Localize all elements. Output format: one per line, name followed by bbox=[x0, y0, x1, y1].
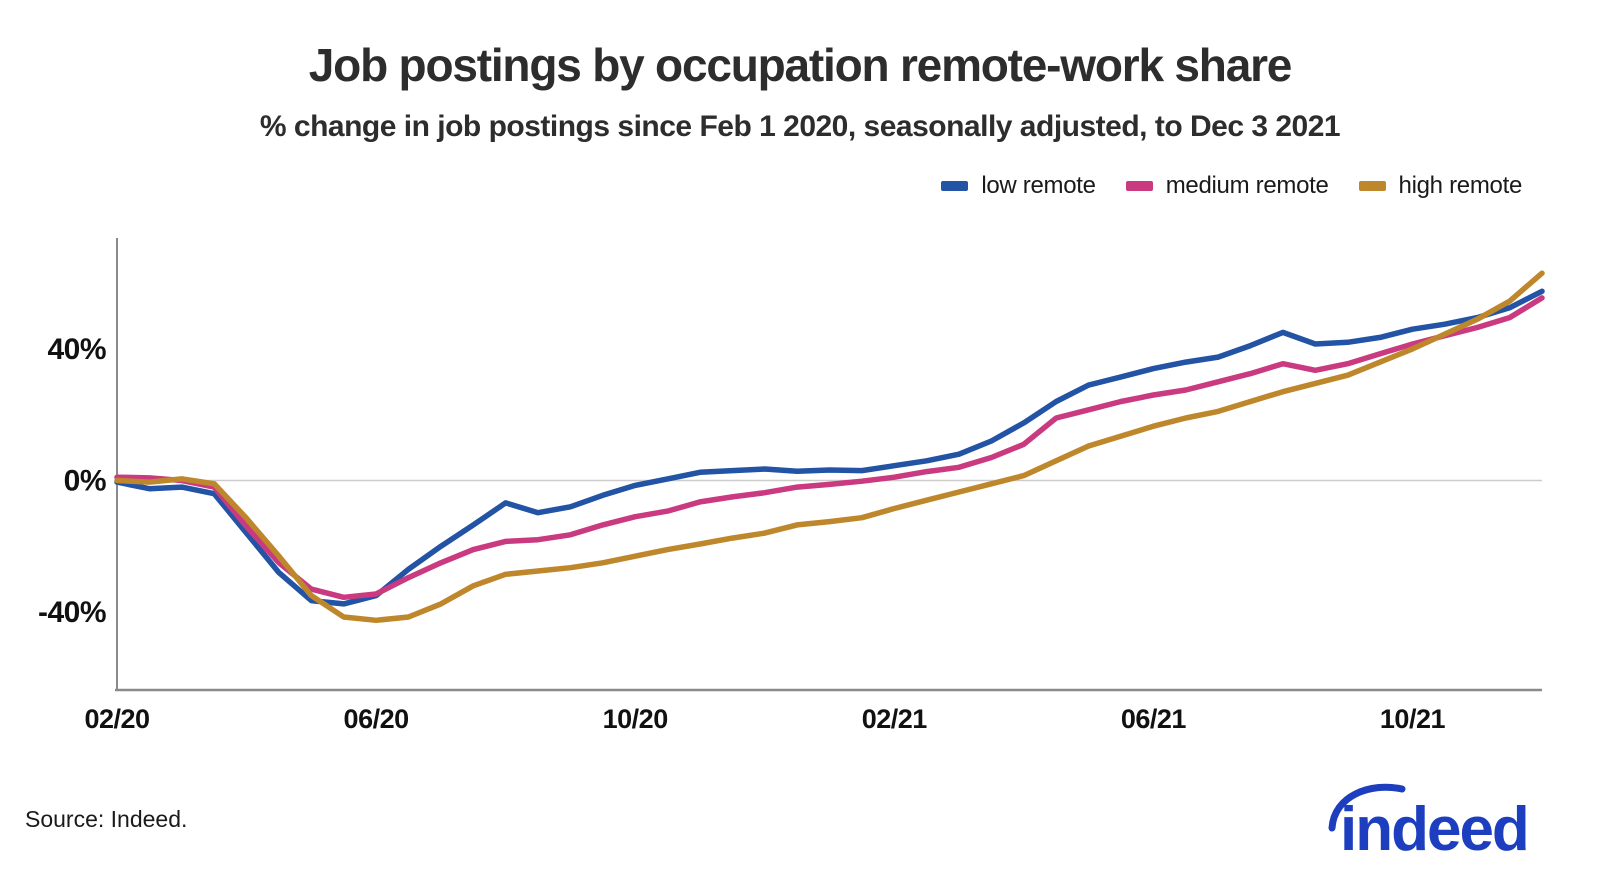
legend-item-medium-remote: medium remote bbox=[1125, 172, 1329, 200]
chart-title: Job postings by occupation remote-work s… bbox=[308, 39, 1293, 91]
series-line-medium-remote bbox=[114, 295, 1545, 601]
legend-label: high remote bbox=[1398, 172, 1523, 199]
chart-subtitle: % change in job postings since Feb 1 202… bbox=[259, 110, 1341, 143]
x-tick-label: 10/20 bbox=[603, 704, 668, 734]
y-tick-label: 0% bbox=[64, 465, 106, 498]
legend-label: medium remote bbox=[1165, 172, 1329, 199]
legend: low remote medium remote high remote bbox=[941, 172, 1522, 200]
x-tick-label: 06/20 bbox=[344, 704, 409, 734]
indeed-logo: indeed bbox=[1328, 783, 1530, 862]
indeed-logo-text: indeed bbox=[1340, 795, 1528, 862]
legend-label: low remote bbox=[981, 172, 1096, 199]
x-tick-label: 02/21 bbox=[862, 704, 928, 734]
legend-item-low-remote: low remote bbox=[941, 172, 1096, 200]
x-tick-label: 06/21 bbox=[1121, 704, 1187, 734]
legend-item-high-remote: high remote bbox=[1358, 172, 1523, 200]
y-tick-label: -40% bbox=[38, 596, 106, 629]
legend-swatch-icon bbox=[1125, 181, 1153, 191]
series-line-low-remote bbox=[114, 288, 1545, 607]
legend-swatch-icon bbox=[941, 181, 969, 191]
x-tick-label: 10/21 bbox=[1380, 704, 1446, 734]
indeed-logo-arc-icon bbox=[1328, 783, 1406, 832]
y-tick-label: 40% bbox=[47, 333, 106, 366]
series-line-high-remote bbox=[114, 270, 1545, 624]
x-tick-label: 02/20 bbox=[84, 704, 149, 734]
source-note: Source: Indeed. bbox=[25, 806, 188, 832]
legend-swatch-icon bbox=[1358, 181, 1386, 191]
